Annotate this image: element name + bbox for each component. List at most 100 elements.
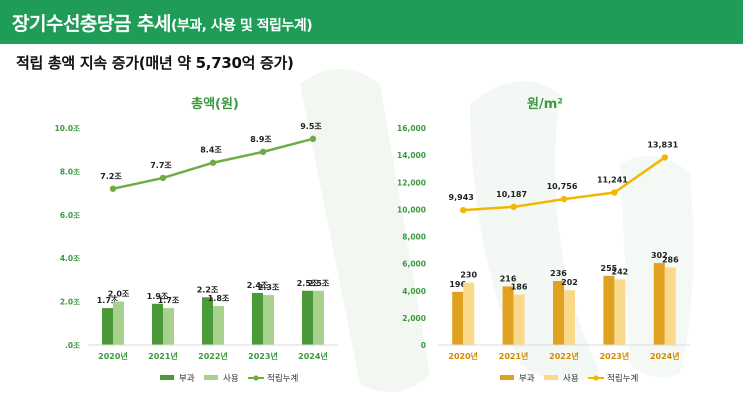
left-bar-charge — [152, 303, 163, 345]
right-line-label: 11,241 — [597, 176, 628, 185]
left-bar-label: 1.7조 — [97, 296, 119, 305]
left-bar-label: 1.7조 — [158, 296, 180, 305]
right-y-tick-label: 0 — [421, 341, 426, 350]
left-line-point — [109, 185, 117, 192]
right-bar-label: 196 — [449, 280, 466, 289]
right-line-point — [460, 206, 467, 214]
left-y-tick-label: 10.0조 — [55, 124, 81, 133]
right-bar-use — [513, 294, 525, 345]
right-bar-charge — [502, 286, 514, 345]
left-legend-swatch — [204, 375, 218, 380]
left-y-tick-label: 2.0조 — [60, 298, 80, 307]
right-line-point — [661, 154, 668, 161]
left-legend-label: 적립누계 — [267, 373, 298, 384]
right-bar-use — [664, 267, 676, 345]
right-line-point — [560, 195, 568, 203]
right-category-label: 2022년 — [549, 351, 579, 361]
right-y-tick-label: 4,000 — [402, 287, 426, 296]
left-line-point — [259, 148, 267, 156]
left-chart-title: 총액(원) — [191, 96, 239, 112]
right-y-tick-label: 12,000 — [397, 178, 426, 187]
right-bar-label: 186 — [511, 283, 528, 292]
left-bar-use — [163, 308, 174, 345]
right-bar-label: 302 — [651, 251, 668, 260]
left-legend-label: 부과 — [179, 374, 195, 384]
page-subtitle: 적립 총액 지속 증가(매년 약 5,730억 증가) — [16, 54, 294, 72]
right-bar-label: 242 — [612, 267, 629, 276]
right-bar-charge — [452, 291, 464, 345]
right-legend-label: 적립누계 — [607, 373, 638, 384]
left-bar-use — [213, 305, 224, 345]
right-line-label: 13,831 — [647, 140, 678, 149]
left-bar-charge — [102, 308, 113, 345]
left-bar-label: 2.5조 — [308, 279, 330, 288]
left-line-label: 9.5조 — [300, 122, 322, 131]
right-legend-marker — [593, 375, 599, 381]
page-title-main: 장기수선충당금 추세 — [12, 13, 171, 35]
right-y-tick-label: 6,000 — [402, 260, 426, 269]
left-y-tick-label: 8.0조 — [60, 167, 80, 176]
left-bar-label: 2.3조 — [258, 283, 280, 292]
left-legend-marker — [253, 375, 259, 381]
right-category-label: 2023년 — [600, 351, 630, 361]
right-legend-swatch — [500, 375, 514, 380]
right-legend-swatch — [544, 375, 558, 380]
right-legend-label: 부과 — [519, 374, 535, 384]
right-bar-label: 236 — [550, 269, 567, 278]
right-bar-charge — [653, 263, 665, 345]
right-bar-use — [463, 282, 475, 345]
left-bar-charge — [202, 297, 213, 345]
left-bar-label: 2.5조 — [297, 279, 319, 288]
right-chart-title: 원/m² — [527, 97, 563, 112]
left-y-tick-label: .0조 — [65, 341, 80, 350]
left-y-tick-label: 6.0조 — [60, 211, 80, 220]
right-y-tick-label: 8,000 — [402, 233, 426, 242]
right-category-label: 2021년 — [499, 351, 529, 361]
left-bar-label: 1.9조 — [147, 292, 169, 301]
right-line-point — [510, 203, 517, 211]
left-line-label: 7.2조 — [100, 172, 122, 181]
left-bar-use — [113, 301, 124, 345]
left-category-label: 2021년 — [148, 351, 178, 361]
left-bar-label: 2.4조 — [247, 281, 269, 290]
left-category-label: 2022년 — [198, 351, 228, 361]
left-category-label: 2020년 — [98, 351, 128, 361]
header-bar: 장기수선충당금 추세(부과, 사용 및 적립누계) — [0, 0, 743, 44]
right-y-tick-label: 16,000 — [397, 124, 426, 133]
right-y-tick-label: 2,000 — [402, 314, 426, 323]
right-line-label: 10,756 — [547, 182, 578, 191]
right-line-point — [611, 189, 618, 196]
right-y-tick-label: 14,000 — [397, 151, 426, 160]
left-line-point — [209, 159, 217, 166]
left-line-point — [159, 174, 167, 182]
right-line-label: 10,187 — [496, 190, 527, 199]
page-title-sub: (부과, 사용 및 적립누계) — [170, 18, 313, 34]
right-legend-label: 사용 — [563, 374, 579, 384]
left-line-label: 8.9조 — [250, 135, 272, 144]
right-bar-use — [614, 279, 626, 345]
right-bar-label: 230 — [460, 271, 477, 280]
left-bar-use — [313, 290, 324, 345]
left-bar-charge — [302, 290, 313, 345]
left-bar-label: 2.2조 — [197, 285, 219, 294]
left-legend-label: 사용 — [223, 374, 239, 384]
page-title: 장기수선충당금 추세(부과, 사용 및 적립누계) — [12, 9, 313, 36]
left-bar-charge — [252, 292, 263, 345]
right-bar-label: 286 — [662, 255, 679, 264]
right-bar-charge — [603, 275, 615, 345]
right-category-label: 2020년 — [448, 351, 478, 361]
right-category-label: 2024년 — [650, 351, 680, 361]
right-bar-charge — [553, 280, 564, 345]
left-line-point — [309, 135, 317, 143]
right-bar-label: 216 — [500, 274, 517, 283]
left-line-label: 7.7조 — [150, 161, 172, 170]
left-bar-label: 2.0조 — [108, 290, 130, 299]
right-bar-label: 202 — [561, 278, 578, 287]
left-bar-use — [263, 295, 274, 345]
left-y-tick-label: 4.0조 — [60, 254, 80, 263]
left-category-label: 2024년 — [298, 351, 328, 361]
right-y-tick-label: 10,000 — [397, 205, 426, 214]
left-bar-label: 1.8조 — [208, 294, 230, 303]
left-line-label: 8.4조 — [200, 146, 222, 155]
